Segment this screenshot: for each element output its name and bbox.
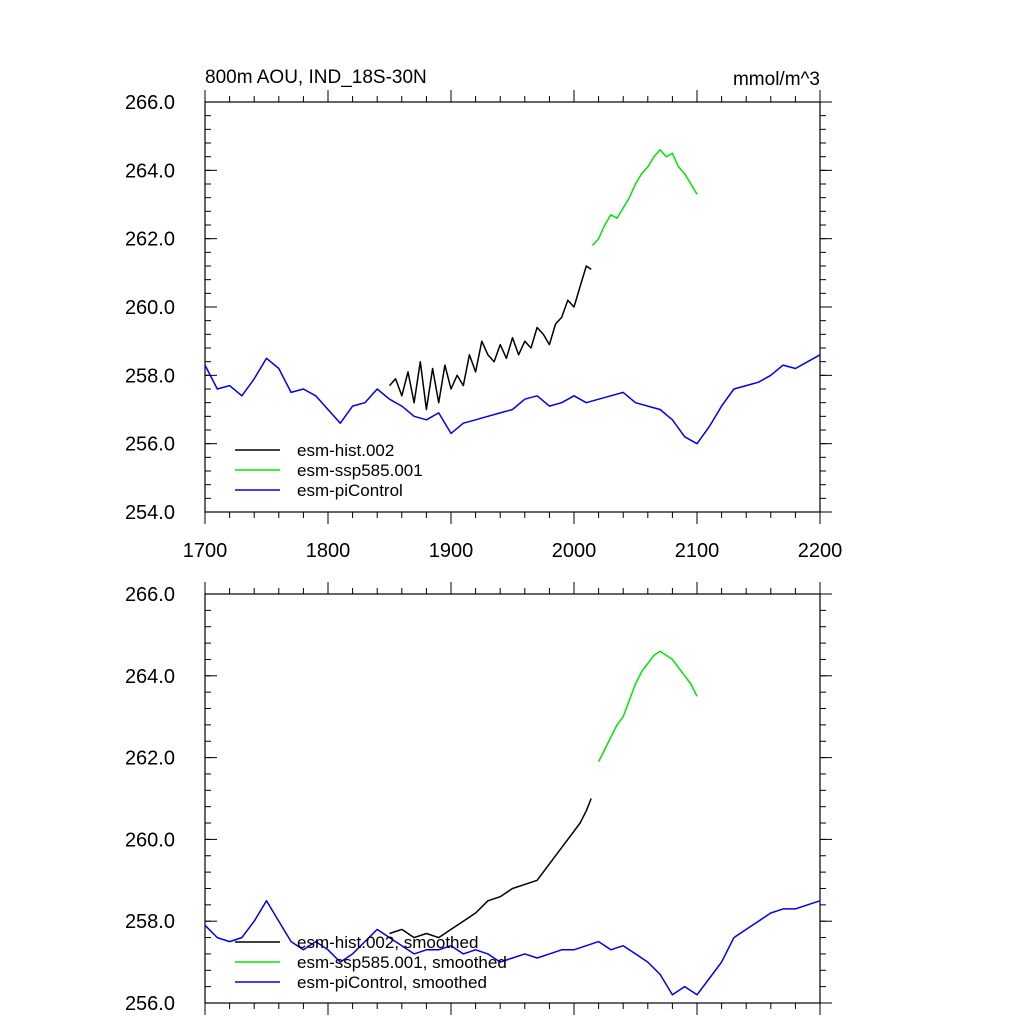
y-tick-label: 260.0 (125, 297, 175, 319)
y-tick-label: 256.0 (125, 434, 175, 456)
y-tick-label: 262.0 (125, 229, 175, 251)
series-line-3 (204, 354, 821, 445)
series-line-1 (389, 798, 592, 939)
series-line-3 (204, 900, 821, 996)
x-tick-label: 1900 (429, 540, 474, 562)
x-tick-label: 1800 (306, 540, 351, 562)
legend-label: esm-ssp585.001 (297, 461, 423, 480)
legend-label: esm-piControl, smoothed (297, 973, 487, 992)
legend-label: esm-ssp585.001, smoothed (297, 953, 507, 972)
y-tick-label: 260.0 (125, 829, 175, 851)
panel-2 (204, 582, 832, 1015)
y-tick-label: 264.0 (125, 160, 175, 182)
y-tick-label: 258.0 (125, 911, 175, 933)
legend-label: esm-hist.002 (297, 441, 394, 460)
y-tick-label: 258.0 (125, 365, 175, 387)
y-tick-label: 264.0 (125, 666, 175, 688)
y-tick-label: 266.0 (125, 584, 175, 606)
x-tick-label: 2100 (675, 540, 720, 562)
plot-frame (204, 593, 821, 1004)
y-tick-label: 256.0 (125, 993, 175, 1015)
y-tick-label: 262.0 (125, 748, 175, 770)
legend-label: esm-piControl (297, 481, 403, 500)
series-line-2 (597, 650, 698, 763)
series-line-2 (591, 149, 698, 247)
chart-title: 800m AOU, IND_18S-30N (205, 67, 427, 88)
x-tick-label: 2200 (798, 540, 843, 562)
panel-1 (204, 90, 832, 524)
y-tick-label: 254.0 (125, 502, 175, 524)
series-line-1 (388, 265, 592, 411)
legend-label: esm-hist.002, smoothed (297, 933, 478, 952)
x-tick-label: 1700 (183, 540, 228, 562)
units-label: mmol/m^3 (733, 69, 820, 90)
y-tick-label: 266.0 (125, 92, 175, 114)
x-tick-label: 2000 (552, 540, 597, 562)
